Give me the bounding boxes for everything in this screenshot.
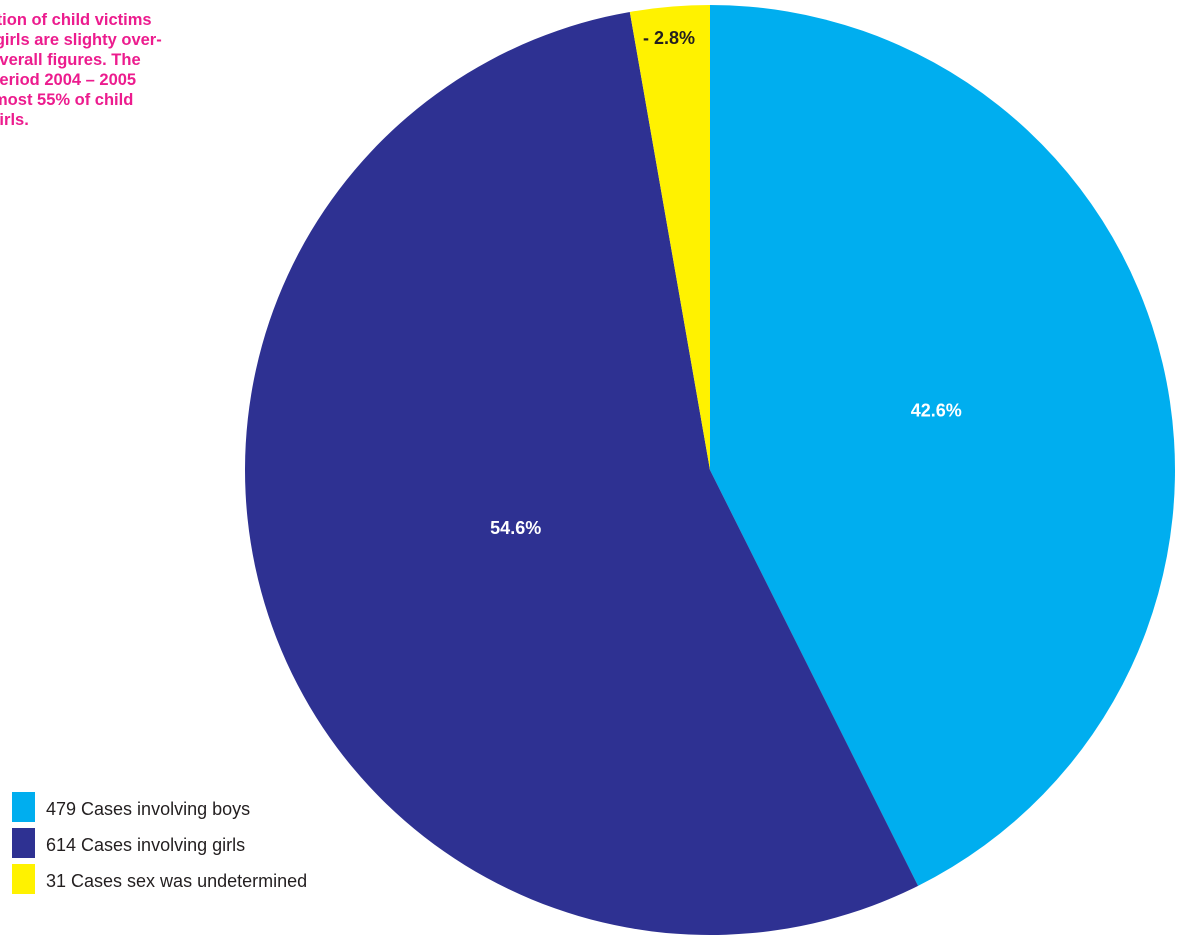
legend-label: 614 Cases involving girls xyxy=(46,835,246,855)
annotation-line: the period 2004 – 2005 xyxy=(0,71,137,89)
legend: 479 Cases involving boys 614 Cases invol… xyxy=(12,792,372,900)
pie-slice xyxy=(245,11,919,935)
legend-item-girls: 614 Cases involving girls xyxy=(12,828,372,864)
legend-swatch xyxy=(12,792,35,822)
legend-swatch xyxy=(12,864,35,894)
legend-item-boys: 479 Cases involving boys xyxy=(12,792,372,828)
legend-swatch xyxy=(12,828,35,858)
annotation-line: that girls are slighty over- xyxy=(0,31,162,49)
slice-percent-label: 54.6% xyxy=(490,518,541,538)
slice-percent-label: 42.6% xyxy=(911,401,962,421)
annotation-line: are girls. xyxy=(0,111,29,129)
pie-slice xyxy=(710,5,1176,886)
annotation-line: tribution of child victims xyxy=(0,11,152,29)
annotation-line: the overall figures. The xyxy=(0,51,141,69)
legend-label: 479 Cases involving boys xyxy=(46,799,251,819)
legend-label: 31 Cases sex was undetermined xyxy=(46,871,308,891)
annotation-line: at almost 55% of child xyxy=(0,91,134,109)
legend-item-undetermined: 31 Cases sex was undetermined xyxy=(12,864,372,900)
slice-percent-label: - 2.8% xyxy=(643,28,695,48)
chart-annotation: tribution of child victims that girls ar… xyxy=(0,10,305,130)
pie-slice xyxy=(629,4,710,470)
